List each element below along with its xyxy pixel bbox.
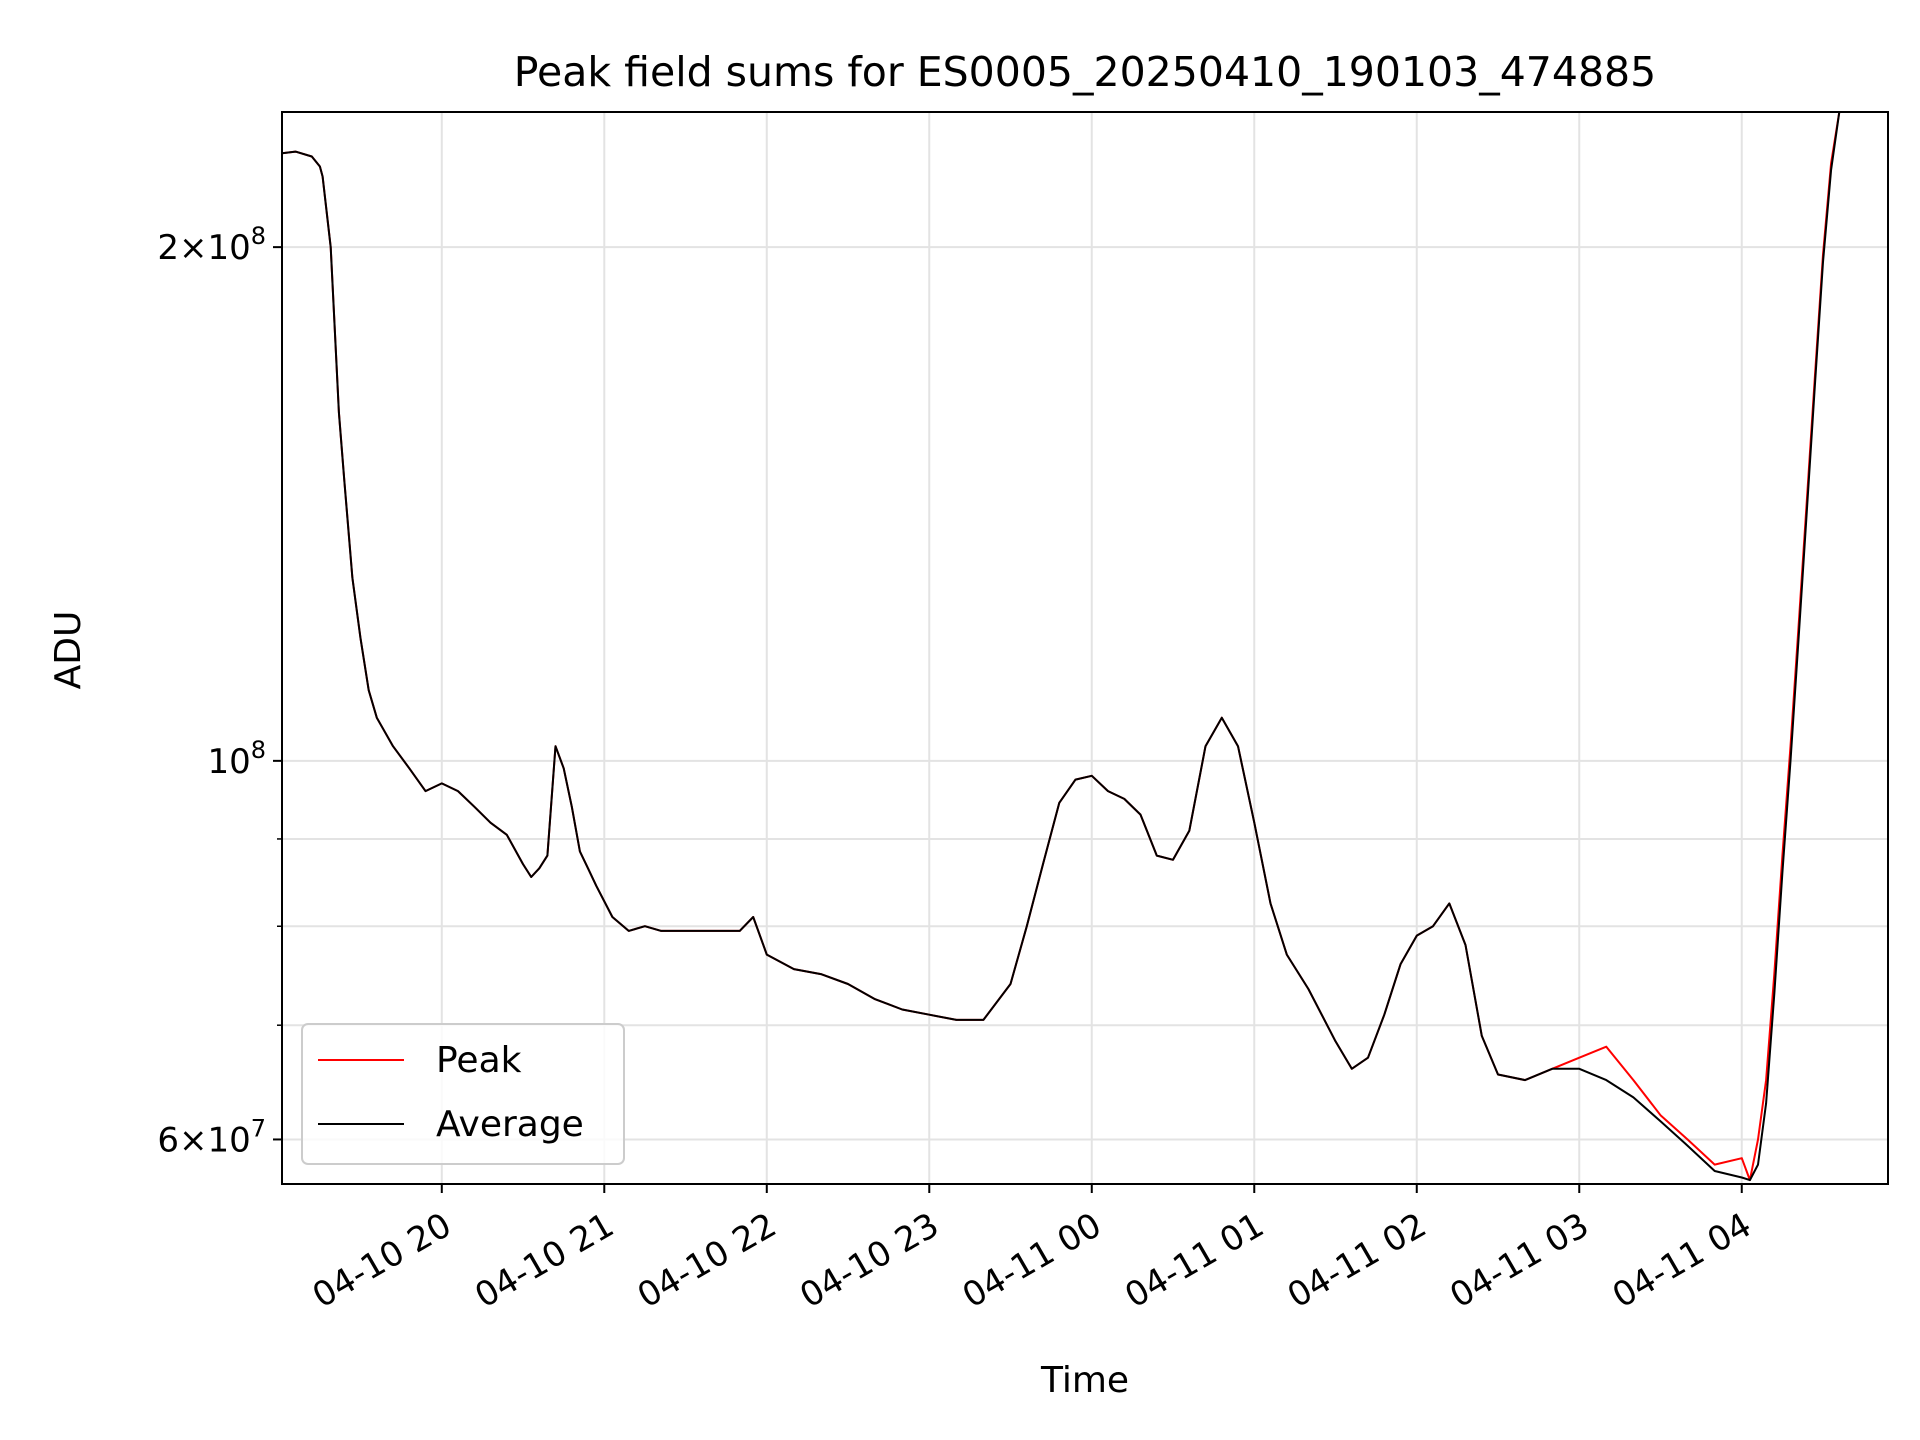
grid xyxy=(282,112,1888,1184)
y-tick-label: 108 xyxy=(207,736,266,782)
legend-label-average: Average xyxy=(436,1104,584,1145)
y-tick-label-base: 6×10 xyxy=(157,1120,250,1160)
plot-frame xyxy=(281,111,1889,1185)
series-layer xyxy=(282,112,1888,1182)
chart-title: Peak field sums for ES0005_20250410_1901… xyxy=(514,48,1656,96)
series-line-average xyxy=(282,112,1888,1182)
y-tick-label: 6×107 xyxy=(157,1114,266,1160)
x-axis-label: Time xyxy=(1040,1360,1129,1401)
y-tick-label-exponent: 8 xyxy=(251,736,266,764)
legend: Peak Average xyxy=(301,1023,625,1165)
legend-label-peak: Peak xyxy=(436,1040,522,1081)
y-tick-label-exponent: 8 xyxy=(251,222,266,250)
y-tick-label-base: 10 xyxy=(207,742,250,782)
y-tick-label-exponent: 7 xyxy=(251,1114,266,1142)
y-tick-label-base: 2×10 xyxy=(157,228,250,268)
y-axis-label: ADU xyxy=(48,611,89,690)
y-tick-label: 2×108 xyxy=(157,222,266,268)
